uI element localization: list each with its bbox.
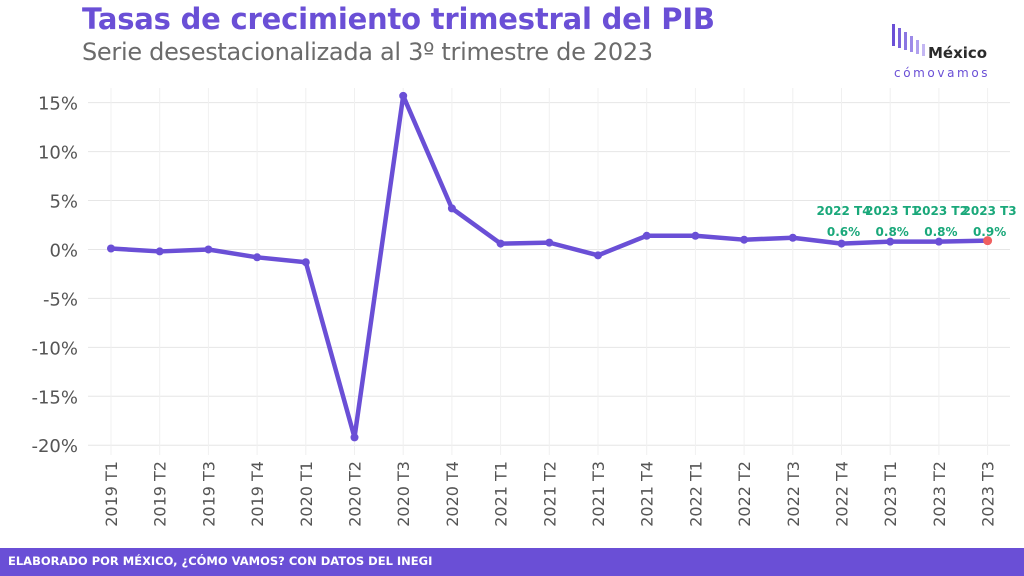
chart-title: Tasas de crecimiento trimestral del PIB (82, 2, 715, 36)
x-tick-label: 2023 T1 (881, 461, 900, 527)
x-tick-label: 2019 T1 (102, 461, 121, 527)
logo-bars-icon (892, 24, 925, 56)
data-point (740, 235, 749, 244)
x-tick-label: 2022 T2 (735, 461, 754, 527)
line-chart: 15% 10% 5% 0% -5% -10% -15% -20% 2019 T1 2019 T2 2… (31, 88, 1017, 527)
data-point (496, 239, 505, 248)
y-tick-label: -15% (31, 387, 78, 408)
data-point (399, 91, 408, 100)
x-tick-label: 2023 T3 (979, 461, 998, 527)
data-point (155, 247, 164, 256)
x-tick-label: 2020 T4 (443, 461, 462, 527)
x-tick-label: 2021 T2 (540, 461, 559, 527)
data-point (350, 433, 359, 442)
footer-credit: ELABORADO POR MÉXICO, ¿CÓMO VAMOS? CON D… (8, 554, 433, 568)
annotation-label: 2023 T3 (963, 204, 1017, 218)
y-tick-label: 5% (49, 192, 78, 213)
data-point (594, 251, 602, 260)
x-tick-label: 2021 T3 (589, 461, 608, 527)
x-tick-label: 2022 T1 (686, 461, 705, 527)
annotation-label: 2023 T2 (914, 204, 968, 218)
highlight-point (983, 236, 993, 246)
y-tick-label: -20% (31, 436, 78, 457)
data-point (301, 258, 310, 267)
footer-bar: ELABORADO POR MÉXICO, ¿CÓMO VAMOS? CON D… (0, 548, 1024, 576)
data-point (447, 204, 456, 213)
data-point (107, 244, 115, 253)
x-tick-label: 2020 T1 (297, 461, 316, 527)
x-tick-label: 2022 T4 (833, 461, 852, 527)
data-point (788, 233, 797, 242)
logo-word: México (928, 44, 988, 62)
annotation-value: 0.8% (876, 225, 909, 239)
x-tick-label: 2020 T3 (394, 461, 413, 527)
x-tick-label: 2019 T4 (248, 461, 267, 527)
y-tick-label: -5% (43, 289, 78, 310)
x-tick-label: 2021 T4 (638, 461, 657, 527)
data-point (204, 245, 213, 254)
annotation-value: 0.9% (973, 225, 1006, 239)
annotation-label: 2023 T1 (865, 204, 919, 218)
y-tick-label: -10% (31, 338, 78, 359)
y-tick-label: 15% (38, 94, 78, 115)
logo: México cómovamos (888, 22, 1008, 82)
data-point (886, 237, 895, 246)
x-tick-label: 2019 T3 (199, 461, 218, 527)
annotation-value: 0.6% (827, 225, 860, 239)
chart-subtitle: Serie desestacionalizada al 3º trimestre… (82, 38, 653, 66)
data-point (934, 237, 943, 246)
y-tick-label: 0% (49, 240, 78, 261)
y-tick-label: 10% (38, 143, 78, 164)
x-tick-label: 2023 T2 (930, 461, 949, 527)
data-point (691, 231, 700, 240)
data-point (545, 238, 554, 247)
data-point (642, 231, 651, 240)
x-tick-label: 2019 T2 (151, 461, 170, 527)
logo-tagline: cómovamos (894, 66, 991, 80)
annotation-value: 0.8% (924, 225, 957, 239)
data-point (253, 253, 262, 262)
data-point (837, 239, 846, 248)
annotation-label: 2022 T4 (816, 204, 870, 218)
x-tick-label: 2021 T1 (492, 461, 511, 527)
x-tick-label: 2022 T3 (784, 461, 803, 527)
x-tick-label: 2020 T2 (346, 461, 365, 527)
